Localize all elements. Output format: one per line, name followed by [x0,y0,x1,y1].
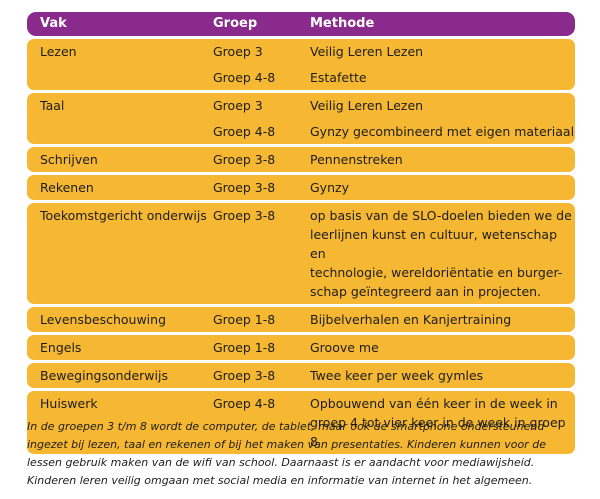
method-line: Gynzy [310,180,349,195]
group-cell: Groep 4-8 [213,70,276,85]
entry: Groep 1-8 Groove me [213,335,575,360]
method-cell: Estafette [310,68,575,87]
entries: Groep 3-8 Pennenstreken [213,147,575,172]
method-line: op basis van de SLO-doelen bieden we de [310,208,572,223]
entry: Groep 3-8 Pennenstreken [213,147,575,172]
group-cell: Groep 1-8 [213,340,276,355]
note: In de groepen 3 t/m 8 wordt de computer,… [27,420,546,487]
group-cell: Groep 3-8 [213,180,276,195]
method-cell: Opbouwend van één keer in de week in groe… [310,394,575,451]
method-cell: Bijbelverhalen en Kanjertraining [310,310,575,329]
method-cell: Gynzy [310,178,575,197]
subject-row: Toekomstgericht onderwijs Groep 3-8 op bas… [27,203,575,304]
subject-cell: Bewegingsonderwijs [40,368,168,383]
subject-cell: Schrijven [40,152,98,167]
entries: Groep 1-8 Groove me [213,335,575,360]
entry: Groep 4-8 Opbouwend van één keer in de we… [213,391,575,454]
entries: Groep 3-8 op basis van de SLO-doelen bied… [213,203,575,304]
method-cell: Veilig Leren Lezen [310,96,575,115]
subject-cell: Huiswerk [40,396,98,411]
method-line: Bijbelverhalen en Kanjertraining [310,312,512,327]
entry: Groep 3-8 Gynzy [213,175,575,200]
group-cell: Groep 3-8 [213,208,276,223]
subject-cell: Levensbeschouwing [40,312,167,327]
header-cell: Vak [40,16,67,31]
method-line: Estafette [310,70,367,85]
method-line: Groove me [310,340,379,355]
method-line: Veilig Leren Lezen [310,98,424,113]
header-cell: Methode [310,16,375,31]
entry: Groep 3-8 op basis van de SLO-doelen bied… [213,203,575,304]
header-cell: Groep [213,16,258,31]
entries: Groep 3-8 Twee keer per week gymles [213,363,575,388]
entry: Groep 1-8 Bijbelverhalen en Kanjertrainin… [213,307,575,332]
group-cell: Groep 3-8 [213,152,276,167]
method-line: Veilig Leren Lezen [310,44,424,59]
method-cell: Groove me [310,338,575,357]
group-cell: Groep 1-8 [213,312,276,327]
subject-cell: Rekenen [40,180,94,195]
method-cell: Gynzy gecombineerd met eigen materiaal [310,122,575,141]
header-row: Vak Groep Methode [27,12,575,36]
group-cell: Groep 4-8 [213,396,276,411]
entries: Groep 4-8 Opbouwend van één keer in de we… [213,391,575,454]
subject-row: Huiswerk Groep 4-8 Opbouwend van één keer … [27,391,575,454]
group-cell: Groep 3-8 [213,368,276,383]
subject-cell: Toekomstgericht onderwijs [40,208,207,223]
subject-row: Bewegingsonderwijs Groep 3-8 Twee keer per… [27,363,575,388]
entry: Groep 3-8 Twee keer per week gymles [213,363,575,388]
subject-row: Rekenen Groep 3-8 Gynzy [27,175,575,200]
method-line: Pennenstreken [310,152,403,167]
method-cell: Twee keer per week gymles [310,366,575,385]
entries: Groep 3 Veilig Leren Lezen Groep 4-8 Estafe… [213,39,575,90]
method-line: Gynzy gecombineerd met eigen materiaal [310,124,575,139]
subject-cell: Lezen [40,44,77,59]
method-cell: Pennenstreken [310,150,575,169]
subject-row: Taal Groep 3 Veilig Leren Lezen Groep 4-8 Gy… [27,93,575,144]
method-line: groep 4 tot vier keer in de week in groe… [310,415,566,449]
method-line: schap geïntegreerd aan in projecten. [310,284,542,299]
subject-table: Vak Groep Methode Lezen Groep 3 Veilig Leren … [27,12,575,457]
method-cell: op basis van de SLO-doelen bieden we de l… [310,206,575,301]
method-line: Opbouwend van één keer in de week in [310,396,558,411]
method-cell: Veilig Leren Lezen [310,42,575,61]
entry: Groep 3 Veilig Leren Lezen [213,39,575,64]
entry: Groep 4-8 Gynzy gecombineerd met eigen ma… [213,118,575,144]
subject-row: Lezen Groep 3 Veilig Leren Lezen Groep 4-8 E… [27,39,575,90]
subject-row: Levensbeschouwing Groep 1-8 Bijbelverhalen… [27,307,575,332]
subject-row: Engels Groep 1-8 Groove me [27,335,575,360]
entries: Groep 3-8 Gynzy [213,175,575,200]
subject-cell: Engels [40,340,82,355]
subject-cell: Taal [40,98,65,113]
method-line: technologie, wereldoriëntatie en burger- [310,265,563,280]
entries: Groep 3 Veilig Leren Lezen Groep 4-8 Gynzy … [213,93,575,144]
entries: Groep 1-8 Bijbelverhalen en Kanjertrainin… [213,307,575,332]
entry: Groep 4-8 Estafette [213,64,575,90]
group-cell: Groep 3 [213,44,263,59]
method-line: leerlijnen kunst en cultuur, wetenschap … [310,227,558,261]
group-cell: Groep 4-8 [213,124,276,139]
group-cell: Groep 3 [213,98,263,113]
method-line: Twee keer per week gymles [310,368,484,383]
subject-row: Schrijven Groep 3-8 Pennenstreken [27,147,575,172]
entry: Groep 3 Veilig Leren Lezen [213,93,575,118]
